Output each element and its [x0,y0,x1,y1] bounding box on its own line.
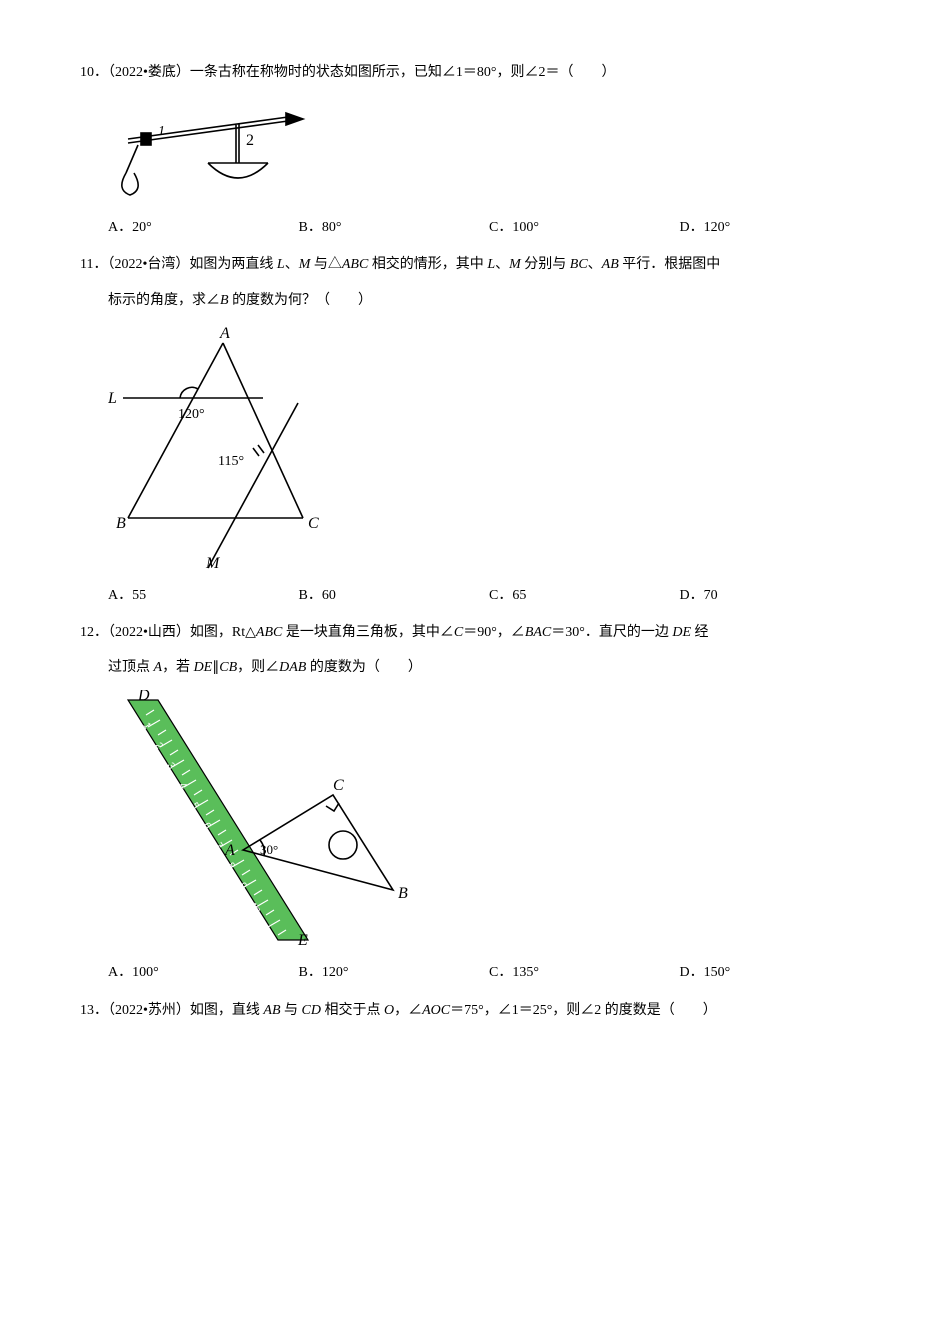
svg-text:C: C [333,777,344,794]
svg-text:E: E [297,932,308,949]
q11-figure: A B C L M 120° 115° [108,323,870,573]
q11-number: 11． [80,257,107,272]
q11-text-line2: 标示的角度，求∠B 的度数为何？（ ） [80,288,870,313]
svg-text:A: A [219,325,230,342]
svg-text:A: A [224,842,235,859]
svg-text:120°: 120° [178,407,205,422]
q12-figure: 1 2 3 4 5 6 7 8 9 10 [108,690,870,950]
q10-text: 10．（2022•娄底）一条古称在称物时的状态如图所示，已知∠1＝80°，则∠2… [80,60,870,85]
q11-options: A．55 B．60 C．65 D．70 [80,583,870,608]
q10-figure: 1 2 [108,95,870,205]
q10-number: 10． [80,65,108,80]
q10-option-b: B．80° [299,215,490,240]
q13-number: 13． [80,1003,108,1018]
svg-text:115°: 115° [218,454,244,469]
svg-text:C: C [308,515,319,532]
q12-option-a: A．100° [108,960,299,985]
q11-text: 11．（2022•台湾）如图为两直线 L、M 与△ABC 相交的情形，其中 L、… [80,252,870,277]
q11-option-b: B．60 [299,583,490,608]
svg-text:B: B [116,515,126,532]
q12-text-line2: 过顶点 A，若 DE∥CB，则∠DAB 的度数为（ ） [80,655,870,680]
q12-number: 12． [80,625,108,640]
q11-option-c: C．65 [489,583,680,608]
q11-option-a: A．55 [108,583,299,608]
question-13: 13．（2022•苏州）如图，直线 AB 与 CD 相交于点 O，∠AOC＝75… [80,998,870,1023]
question-10: 10．（2022•娄底）一条古称在称物时的状态如图所示，已知∠1＝80°，则∠2… [80,60,870,240]
q10-option-c: C．100° [489,215,680,240]
svg-text:M: M [205,555,221,572]
svg-text:30°: 30° [260,842,278,857]
q12-option-c: C．135° [489,960,680,985]
svg-text:D: D [137,690,150,704]
question-11: 11．（2022•台湾）如图为两直线 L、M 与△ABC 相交的情形，其中 L、… [80,252,870,608]
q12-options: A．100° B．120° C．135° D．150° [80,960,870,985]
q12-text: 12．（2022•山西）如图，Rt△ABC 是一块直角三角板，其中∠C＝90°，… [80,620,870,645]
q10-option-d: D．120° [680,215,871,240]
svg-text:B: B [398,885,408,902]
svg-text:L: L [108,390,117,407]
q12-option-b: B．120° [299,960,490,985]
q10-options: A．20° B．80° C．100° D．120° [80,215,870,240]
q10-body: （2022•娄底）一条古称在称物时的状态如图所示，已知∠1＝80°，则∠2＝（ … [108,65,616,80]
svg-text:1: 1 [158,124,165,139]
q13-text: 13．（2022•苏州）如图，直线 AB 与 CD 相交于点 O，∠AOC＝75… [80,998,870,1023]
svg-text:2: 2 [246,132,254,149]
q12-option-d: D．150° [680,960,871,985]
q11-option-d: D．70 [680,583,871,608]
q10-option-a: A．20° [108,215,299,240]
question-12: 12．（2022•山西）如图，Rt△ABC 是一块直角三角板，其中∠C＝90°，… [80,620,870,986]
